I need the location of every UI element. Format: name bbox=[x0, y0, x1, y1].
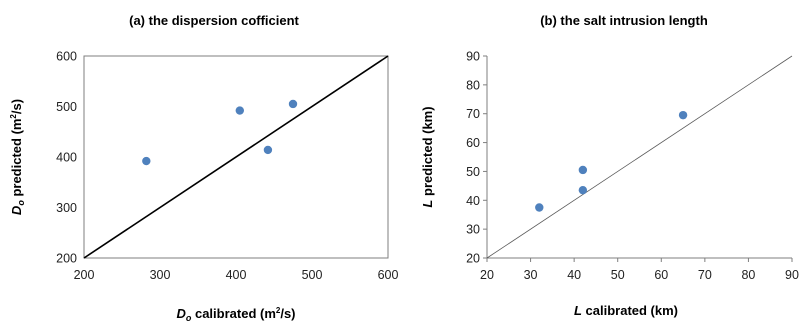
chart-b-x-ticks: 20 30 40 50 60 70 80 90 bbox=[480, 258, 799, 282]
chart-b-title: (b) the salt intrusion length bbox=[540, 13, 708, 28]
chart-b-x-tick-label: 60 bbox=[654, 268, 668, 282]
chart-b-data-point bbox=[678, 110, 688, 120]
chart-b-y-tick-label: 30 bbox=[466, 223, 480, 237]
chart-b-x-tick-label: 80 bbox=[741, 268, 755, 282]
chart-a-x-tick-label: 600 bbox=[378, 268, 399, 282]
chart-b-x-tick-label: 40 bbox=[567, 268, 581, 282]
chart-b-y-ticks: 20 30 40 50 60 70 80 90 bbox=[466, 50, 487, 266]
chart-b-y-tick-label: 70 bbox=[466, 107, 480, 121]
chart-b-data-point bbox=[535, 203, 544, 212]
chart-b-x-axis-label: L calibrated (km) bbox=[574, 303, 678, 318]
chart-b-points bbox=[535, 110, 688, 212]
chart-a-y-tick-label: 400 bbox=[56, 151, 77, 165]
chart-a-data-point bbox=[288, 99, 298, 109]
chart-b-y-tick-label: 50 bbox=[466, 165, 480, 179]
chart-a-reference-line bbox=[83, 55, 389, 259]
chart-a-x-axis-label: Do calibrated (m2/s) bbox=[176, 306, 295, 322]
chart-b-y-tick-label: 80 bbox=[466, 78, 480, 92]
chart-a-points bbox=[142, 99, 298, 166]
chart-a-y-axis-label: Do predicted (m2/s) bbox=[9, 99, 26, 215]
chart-b-x-tick-label: 70 bbox=[698, 268, 712, 282]
chart-a-y-tick-label: 200 bbox=[56, 252, 77, 266]
chart-a-x-tick-label: 200 bbox=[74, 268, 95, 282]
chart-b-data-point bbox=[578, 165, 588, 175]
chart-a-data-point bbox=[142, 156, 151, 166]
chart-b-y-tick-label: 20 bbox=[466, 252, 480, 266]
chart-a-data-point bbox=[235, 106, 244, 115]
chart-b-x-tick-label: 50 bbox=[611, 268, 625, 282]
chart-a-y-tick-label: 500 bbox=[56, 100, 77, 114]
chart-b-data-point bbox=[578, 185, 588, 195]
chart-b-y-tick-label: 40 bbox=[466, 194, 480, 208]
chart-b-y-tick-label: 90 bbox=[466, 50, 480, 64]
chart-a-x-tick-label: 500 bbox=[302, 268, 323, 282]
chart-b-x-tick-label: 20 bbox=[480, 268, 494, 282]
chart-panel-b: (b) the salt intrusion length 20 30 40 50 60… bbox=[420, 13, 799, 318]
chart-a-data-point bbox=[263, 145, 273, 155]
chart-a-x-tick-label: 400 bbox=[226, 268, 247, 282]
chart-a-y-tick-label: 600 bbox=[56, 50, 77, 64]
chart-a-x-ticks: 200 300 400 500 600 bbox=[74, 268, 399, 282]
chart-b-y-tick-label: 60 bbox=[466, 136, 480, 150]
chart-b-x-tick-label: 90 bbox=[785, 268, 799, 282]
chart-a-y-tick-label: 300 bbox=[56, 201, 77, 215]
chart-panel-a: (a) the dispersion cofficient 200 300 400 5… bbox=[9, 13, 398, 322]
chart-a-plot-frame bbox=[83, 55, 389, 259]
chart-a-x-tick-label: 300 bbox=[150, 268, 171, 282]
chart-a-y-ticks: 200 300 400 500 600 bbox=[56, 50, 77, 266]
chart-a-title: (a) the dispersion cofficient bbox=[129, 13, 299, 28]
chart-b-reference-line bbox=[486, 55, 793, 259]
chart-b-y-axis-label: L predicted (km) bbox=[420, 106, 435, 207]
chart-b-x-tick-label: 30 bbox=[524, 268, 538, 282]
